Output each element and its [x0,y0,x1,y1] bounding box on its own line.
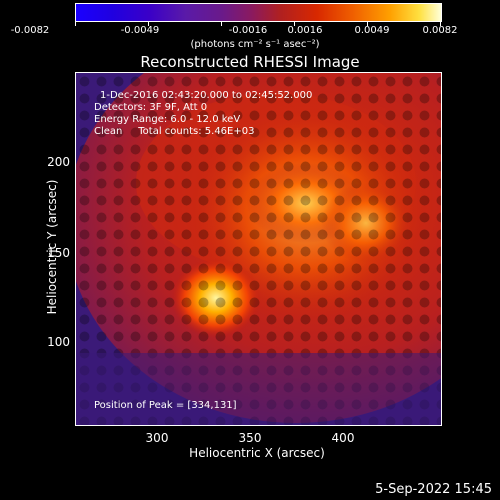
y-tick-label: 200 [47,155,70,169]
x-axis-label: Heliocentric X (arcsec) [189,446,325,460]
energy-range-label: Energy Range: 6.0 - 12.0 keV [94,114,241,125]
x-tick-label: 400 [331,431,355,445]
colorbar-tick [221,21,222,26]
colorbar-tick [440,21,441,26]
rhessi-image-canvas [76,73,441,425]
clean-counts-label: Clean Total counts: 5.46E+03 [94,126,255,137]
colorbar-tick-label: 0.0049 [354,25,390,36]
y-tick-label: 100 [47,335,70,349]
colorbar-tick [294,21,295,26]
detectors-label: Detectors: 3F 9F, Att 0 [94,102,208,113]
colorbar-tick-label: -0.0016 [228,25,268,36]
plot-timestamp: 5-Sep-2022 15:45 [375,482,492,497]
colorbar-tick [148,21,149,26]
colorbar-tick-label: 0.0016 [287,25,323,36]
peak-position-label: Position of Peak = [334,131] [94,400,237,411]
colorbar-tick-label: 0.0082 [422,25,458,36]
colorbar-tick [367,21,368,26]
rhessi-image: 1-Dec-2016 02:43:20.000 to 02:45:52.000 … [75,72,442,426]
colorbar [75,3,442,22]
colorbar-tick-label: -0.0049 [120,25,160,36]
x-tick-label: 350 [238,431,262,445]
colorbar-tick [75,21,76,26]
x-tick-label: 300 [145,431,169,445]
time-range-label: 1-Dec-2016 02:43:20.000 to 02:45:52.000 [100,90,313,101]
y-axis-label: Heliocentric Y (arcsec) [45,179,59,315]
colorbar-tick-label: -0.0082 [10,25,50,36]
colorbar-units: (photons cm⁻² s⁻¹ asec⁻²) [190,39,320,50]
plot-title: Reconstructed RHESSI Image [140,53,360,71]
y-tick-label: 150 [47,246,70,260]
